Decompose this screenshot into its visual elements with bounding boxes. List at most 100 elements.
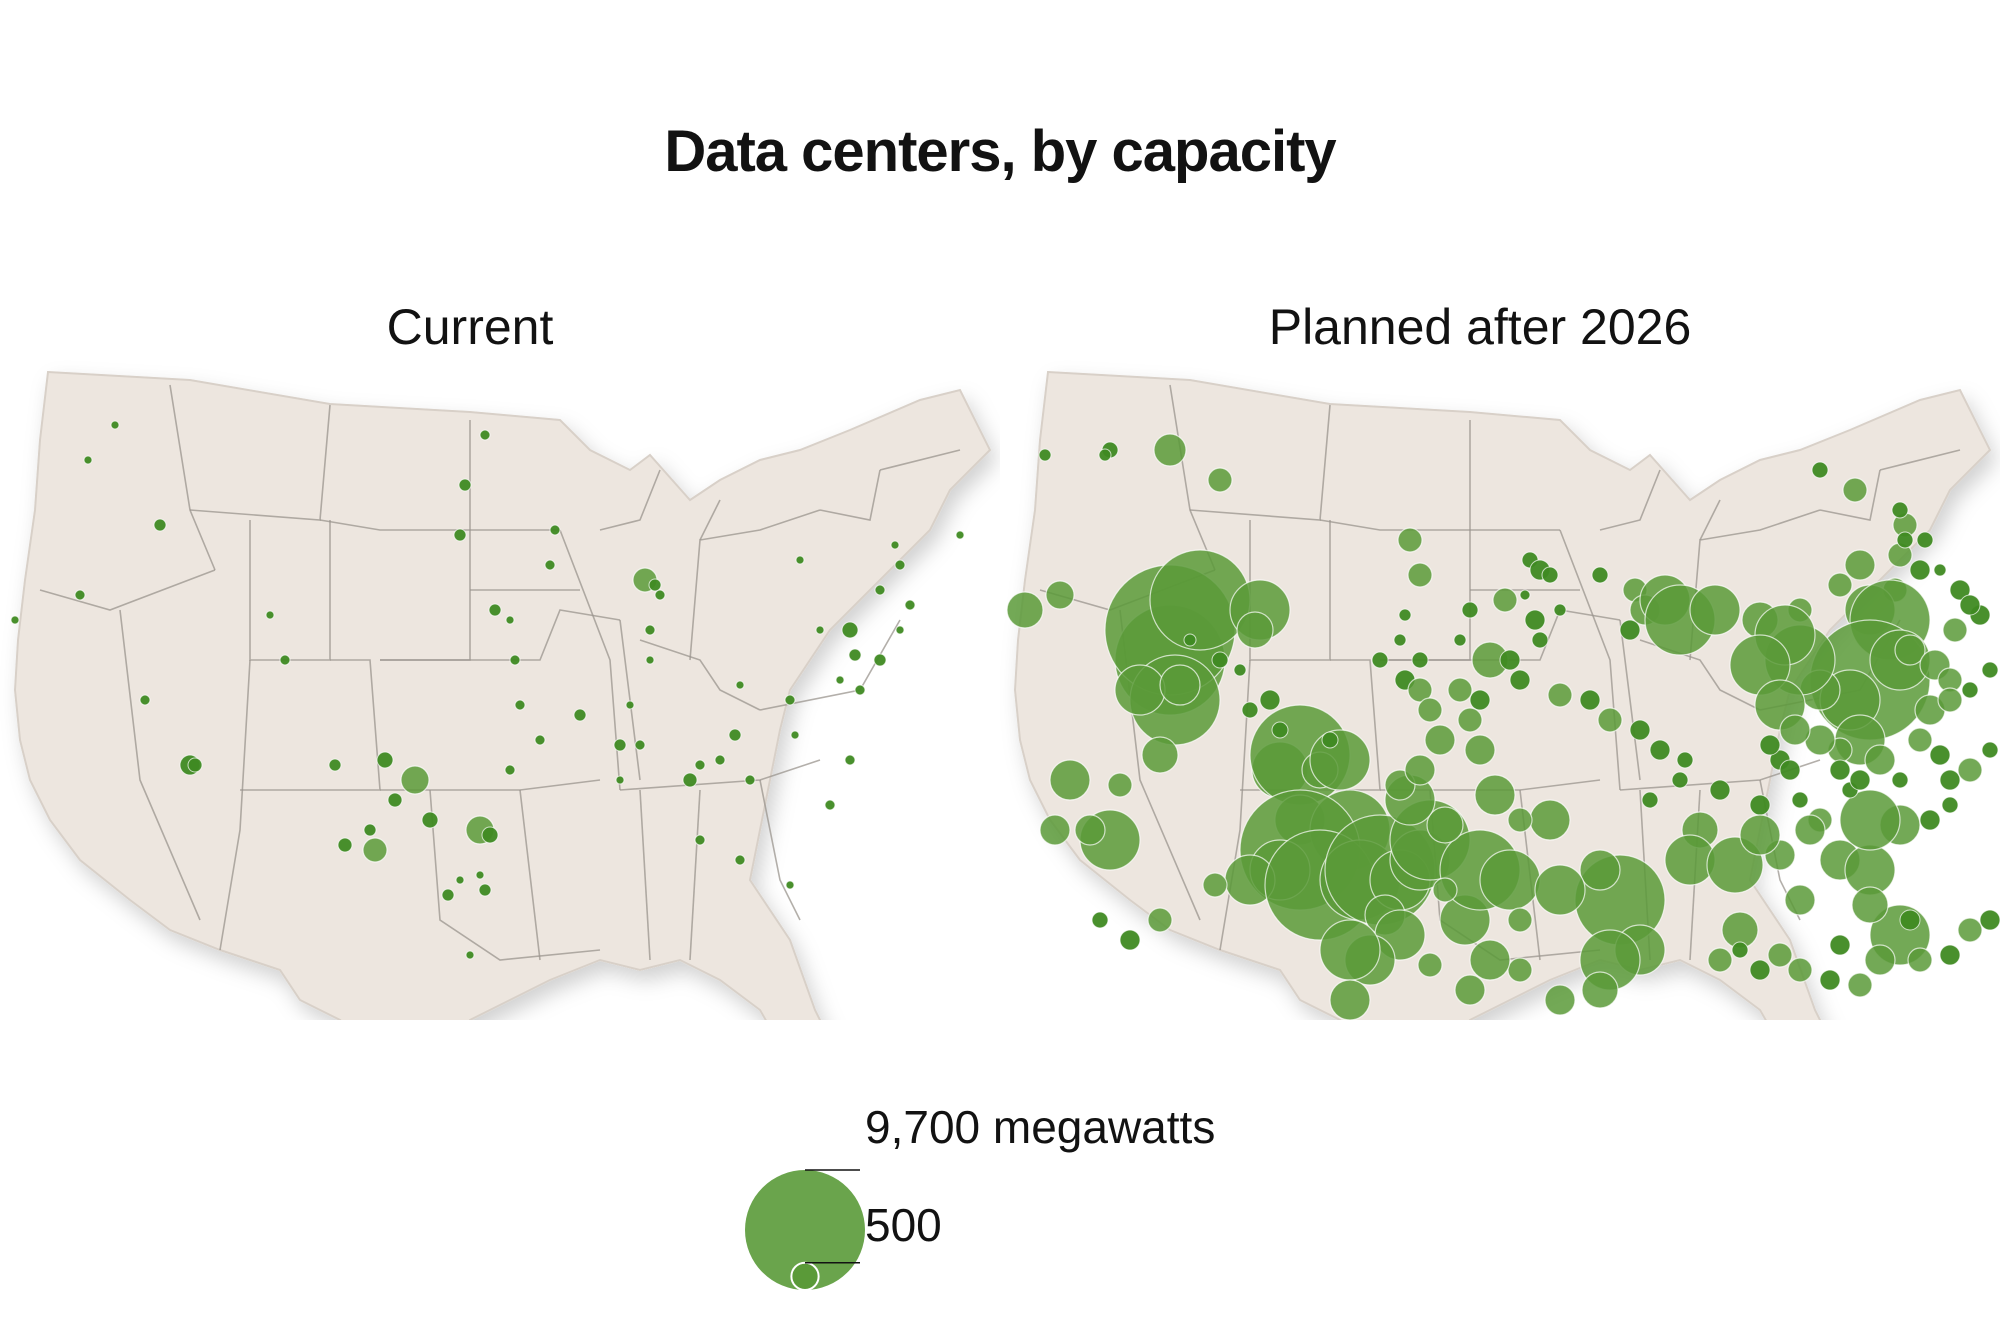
data-center-bubble — [1864, 744, 1896, 776]
data-center-bubble — [613, 738, 627, 752]
data-center-bubble — [1689, 584, 1741, 636]
data-center-bubble — [1457, 707, 1483, 733]
data-center-bubble — [1749, 959, 1771, 981]
state-border-26 — [1879, 449, 1961, 471]
data-center-bubble — [955, 530, 965, 540]
data-center-bubble — [1731, 941, 1749, 959]
data-center-bubble — [1671, 771, 1689, 789]
state-border-17 — [1619, 619, 1641, 781]
data-center-bubble — [363, 823, 377, 837]
state-border-19 — [689, 509, 821, 661]
data-center-bubble — [1829, 759, 1851, 781]
data-center-bubble — [824, 799, 836, 811]
data-center-bubble — [1534, 864, 1586, 916]
state-border-8 — [240, 659, 381, 791]
data-center-bubble — [1447, 677, 1473, 703]
data-center-bubble — [74, 589, 86, 601]
data-center-bubble — [1519, 589, 1531, 601]
data-center-bubble — [1579, 849, 1621, 891]
data-center-bubble — [904, 599, 916, 611]
data-center-bubble — [1424, 724, 1456, 756]
data-center-bubble — [478, 883, 492, 897]
state-border-15 — [519, 789, 541, 961]
data-center-bubble — [1896, 531, 1914, 549]
size-legend: 9,700 megawatts 500 — [700, 1100, 1400, 1300]
data-center-bubble — [1981, 741, 1999, 759]
data-center-bubble — [1453, 633, 1467, 647]
data-center-bubble — [1321, 731, 1339, 749]
data-center-bubble — [1509, 669, 1531, 691]
data-center-bubble — [1319, 919, 1381, 981]
map-planned — [1006, 370, 2000, 1020]
legend-min-circle — [790, 1261, 820, 1291]
data-center-bubble — [387, 792, 403, 808]
data-center-bubble — [1649, 739, 1671, 761]
data-center-bubble — [1393, 633, 1407, 647]
data-center-bubble — [844, 754, 856, 766]
data-center-bubble — [1844, 549, 1876, 581]
data-center-bubble — [1981, 661, 1999, 679]
data-center-bubble — [1791, 791, 1809, 809]
data-center-bubble — [514, 699, 526, 711]
data-center-bubble — [1541, 566, 1559, 584]
data-center-bubble — [1153, 433, 1187, 467]
data-center-bubble — [1847, 972, 1873, 998]
data-center-bubble — [10, 615, 20, 625]
state-border-28 — [1599, 469, 1661, 531]
data-center-bubble — [1507, 807, 1533, 833]
state-border-16 — [1559, 529, 1621, 791]
data-center-bubble — [1916, 531, 1934, 549]
data-center-bubble — [1949, 579, 1971, 601]
data-center-bubble — [1371, 651, 1389, 669]
legend-max-circle — [745, 1170, 865, 1290]
data-center-bubble — [790, 730, 800, 740]
data-center-bubble — [1787, 957, 1813, 983]
data-center-bubble — [785, 880, 795, 890]
state-border-25 — [819, 469, 881, 521]
data-center-bubble — [835, 675, 845, 685]
state-border-22 — [689, 789, 701, 961]
data-center-bubble — [509, 654, 521, 666]
data-center-bubble — [421, 811, 439, 829]
data-center-bubble — [1933, 563, 1947, 577]
us-land — [13, 370, 992, 1020]
data-center-bubble — [1591, 566, 1609, 584]
data-center-bubble — [1236, 611, 1274, 649]
data-center-bubble — [1411, 651, 1429, 669]
data-center-bubble — [1426, 806, 1464, 844]
data-center-bubble — [1939, 769, 1961, 791]
legend-min-label: 500 — [865, 1199, 942, 1251]
data-center-bubble — [1891, 771, 1909, 789]
data-center-bubble — [505, 615, 515, 625]
data-center-bubble — [481, 826, 499, 844]
state-border-12 — [1380, 609, 1621, 661]
data-center-bubble — [1074, 814, 1106, 846]
data-center-bubbles-current — [10, 420, 965, 960]
data-center-bubble — [873, 653, 887, 667]
data-center-bubble — [1849, 769, 1871, 791]
data-center-bubble — [1707, 947, 1733, 973]
data-center-bubble — [1183, 633, 1197, 647]
data-center-bubble — [1941, 796, 1959, 814]
data-center-bubble — [1241, 701, 1259, 719]
data-center-bubble — [488, 603, 502, 617]
data-center-bubble — [549, 524, 561, 536]
legend-graphic — [745, 1169, 865, 1291]
data-center-bubble — [1957, 917, 1983, 943]
data-center-bubble — [1579, 689, 1601, 711]
data-center-bubble — [645, 655, 655, 665]
data-center-bubble — [615, 775, 625, 785]
data-center-bubble — [1709, 779, 1731, 801]
data-center-bubble — [1479, 849, 1541, 911]
data-center-bubble — [1779, 759, 1801, 781]
data-center-bubble — [573, 708, 587, 722]
data-center-bubble — [1959, 594, 1981, 616]
data-center-bubble — [654, 589, 666, 601]
data-center-bubbles-planned — [1006, 433, 2000, 1020]
data-center-bubble — [83, 455, 93, 465]
data-center-bubble — [1929, 744, 1951, 766]
map-label-planned: Planned after 2026 — [1268, 299, 1692, 355]
data-center-bubble — [1474, 774, 1516, 816]
data-center-bubble — [841, 621, 859, 639]
data-center-bubble — [1739, 814, 1781, 856]
